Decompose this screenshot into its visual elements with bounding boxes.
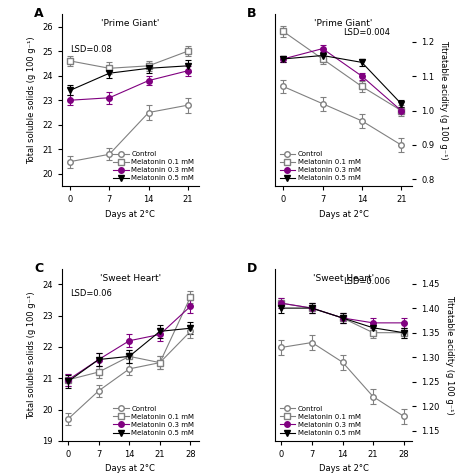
Text: D: D	[247, 262, 257, 275]
Text: LSD=0.004: LSD=0.004	[344, 28, 391, 37]
X-axis label: Days at 2°C: Days at 2°C	[319, 465, 369, 474]
Legend: Control, Melatonin 0.1 mM, Melatonin 0.3 mM, Melatonin 0.5 mM: Control, Melatonin 0.1 mM, Melatonin 0.3…	[112, 404, 196, 438]
X-axis label: Days at 2°C: Days at 2°C	[319, 210, 369, 219]
Y-axis label: Total soluble solids (g 100 g⁻¹): Total soluble solids (g 100 g⁻¹)	[27, 291, 36, 419]
Text: LSD=0.006: LSD=0.006	[344, 277, 391, 286]
Text: 'Prime Giant': 'Prime Giant'	[101, 19, 160, 28]
X-axis label: Days at 2°C: Days at 2°C	[105, 465, 155, 474]
Text: C: C	[34, 262, 43, 275]
Text: LSD=0.08: LSD=0.08	[70, 45, 112, 54]
Legend: Control, Melatonin 0.1 mM, Melatonin 0.3 mM, Melatonin 0.5 mM: Control, Melatonin 0.1 mM, Melatonin 0.3…	[278, 404, 362, 438]
Legend: Control, Melatonin 0.1 mM, Melatonin 0.3 mM, Melatonin 0.5 mM: Control, Melatonin 0.1 mM, Melatonin 0.3…	[112, 150, 196, 183]
Text: 'Sweet Heart': 'Sweet Heart'	[100, 274, 161, 283]
Text: 'Sweet Heart': 'Sweet Heart'	[313, 274, 374, 283]
Y-axis label: Titratable acidity (g 100 g⁻¹): Titratable acidity (g 100 g⁻¹)	[439, 40, 448, 160]
Y-axis label: Total soluble solids (g 100 g⁻¹): Total soluble solids (g 100 g⁻¹)	[27, 36, 36, 164]
Y-axis label: Titratable acidity (g 100 g⁻¹): Titratable acidity (g 100 g⁻¹)	[445, 295, 454, 415]
Text: LSD=0.06: LSD=0.06	[70, 290, 112, 299]
Legend: Control, Melatonin 0.1 mM, Melatonin 0.3 mM, Melatonin 0.5 mM: Control, Melatonin 0.1 mM, Melatonin 0.3…	[278, 150, 362, 183]
X-axis label: Days at 2°C: Days at 2°C	[105, 210, 155, 219]
Text: 'Prime Giant': 'Prime Giant'	[314, 19, 373, 28]
Text: A: A	[34, 7, 44, 20]
Text: B: B	[247, 7, 257, 20]
